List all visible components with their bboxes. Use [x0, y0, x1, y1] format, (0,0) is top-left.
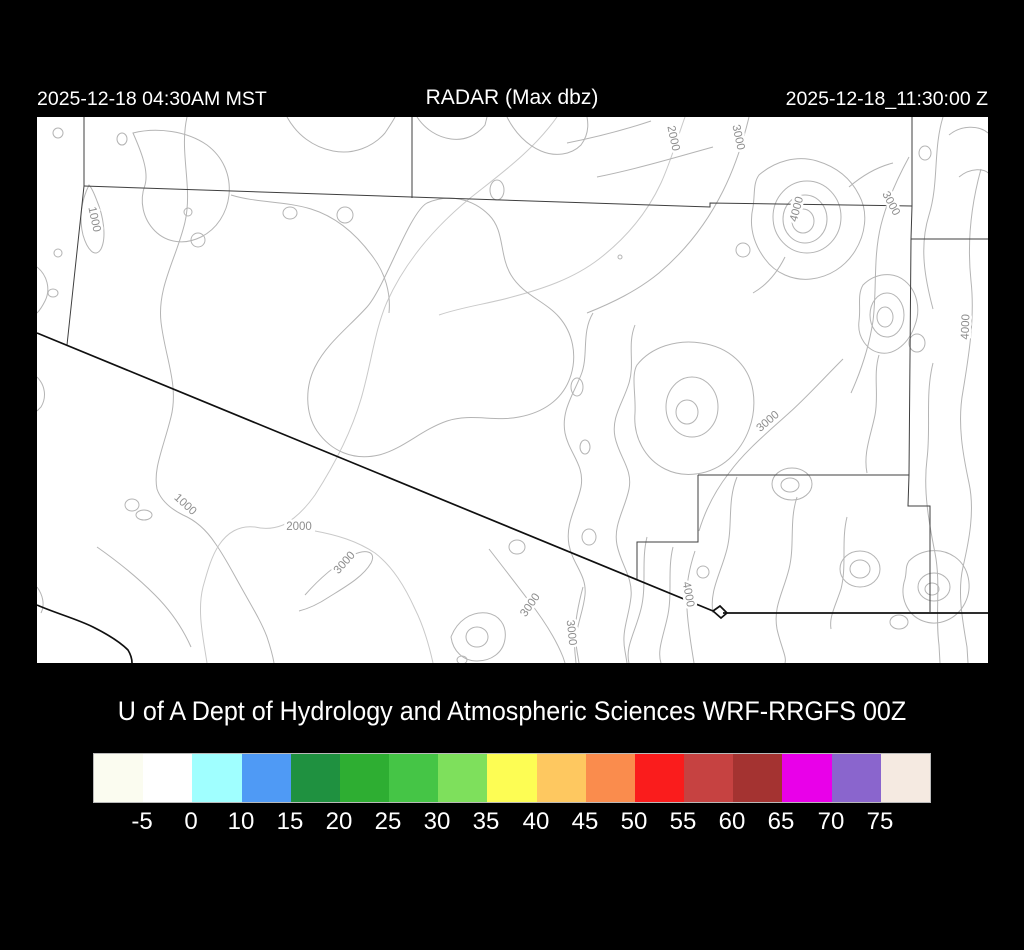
colorbar-cell: [634, 754, 685, 802]
terrain-contours: [37, 117, 988, 663]
tick-label: 65: [767, 808, 795, 835]
colorbar-cell: [684, 754, 734, 802]
tick-label: 0: [184, 808, 198, 835]
utc-timestamp: 2025-12-18_11:30:00 Z: [785, 88, 988, 110]
colorbar-cell: [438, 754, 488, 802]
tick-label: 10: [227, 808, 255, 835]
map-canvas: 1000 1000 2000 2000 3000 3000 4000 4000 …: [37, 117, 988, 663]
contour-label: 3000: [879, 189, 902, 217]
state-borders: [37, 332, 988, 663]
tick-label: 75: [866, 808, 894, 835]
caption: U of A Dept of Hydrology and Atmospheric…: [117, 696, 907, 726]
colorbar-cell: [536, 754, 586, 802]
colorbar-cell: [831, 754, 881, 802]
header-row: 2025-12-18 04:30AM MST RADAR (Max dbz) 2…: [0, 86, 1024, 114]
colorbar-cell: [585, 754, 635, 802]
contour-label: 4000: [960, 314, 973, 340]
tick-label: -5: [131, 808, 153, 835]
colorbar-legend: [93, 753, 931, 803]
colorbar-cell: [143, 754, 193, 802]
contour-label: 3000: [564, 619, 579, 646]
colorbar-cell: [94, 754, 144, 802]
tick-label: 25: [374, 808, 402, 835]
county-boundaries: [66, 117, 988, 612]
tick-label: 50: [620, 808, 648, 835]
tick-label: 70: [817, 808, 845, 835]
tick-label: 20: [325, 808, 353, 835]
local-timestamp: 2025-12-18 04:30AM MST: [37, 88, 267, 110]
contour-label: 1000: [171, 492, 198, 518]
colorbar-cell: [487, 754, 537, 802]
contour-label: 2000: [664, 125, 681, 153]
contour-labels: 1000 1000 2000 2000 3000 3000 4000 4000 …: [83, 121, 975, 648]
colorbar-cell: [389, 754, 439, 802]
plot-title: RADAR (Max dbz): [425, 86, 599, 109]
colorbar-cell: [192, 754, 242, 802]
colorbar-cell: [880, 754, 930, 802]
tick-label: 60: [718, 808, 746, 835]
colorbar-cell: [290, 754, 340, 802]
contour-label: 3000: [332, 549, 358, 576]
forecast-map: 1000 1000 2000 2000 3000 3000 4000 4000 …: [37, 117, 988, 663]
tick-label: 35: [472, 808, 500, 835]
contour-label: 3000: [754, 409, 781, 435]
colorbar-cell: [339, 754, 390, 802]
colorbar-tick-labels: -5 0 10 15 20 25 30 35 40 45 50 55 60 65…: [0, 808, 1024, 838]
tick-label: 30: [423, 808, 451, 835]
contour-label: 2000: [286, 521, 312, 533]
tick-label: 45: [571, 808, 599, 835]
tick-label: 15: [276, 808, 304, 835]
colorbar-cell: [241, 754, 291, 802]
contour-label: 3000: [729, 124, 746, 152]
contour-label: 4000: [680, 581, 696, 608]
tick-label: 40: [522, 808, 550, 835]
colorbar-cell: [782, 754, 832, 802]
tick-label: 55: [669, 808, 697, 835]
colorbar-cell: [733, 754, 783, 802]
